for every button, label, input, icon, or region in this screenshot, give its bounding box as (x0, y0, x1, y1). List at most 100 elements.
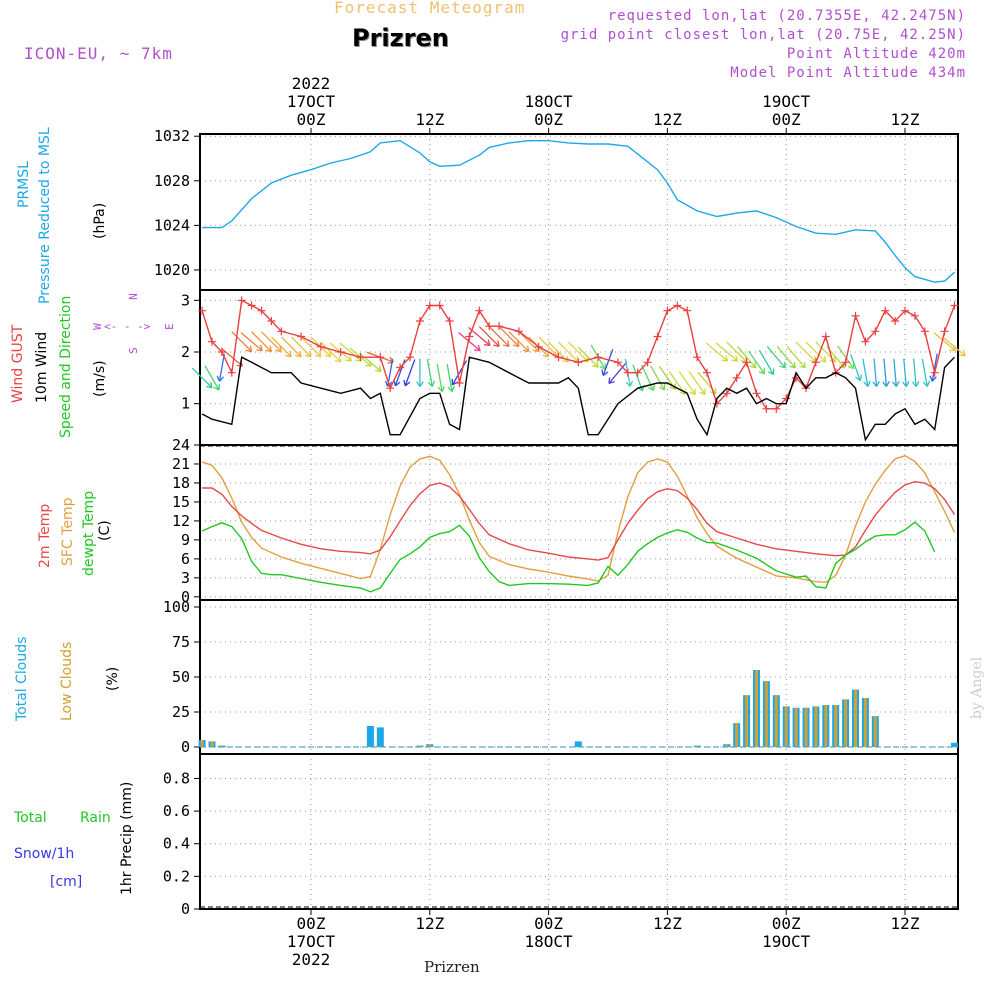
wind-arrowhead (749, 361, 757, 369)
wind-arrow (478, 326, 500, 347)
gust-line-marker (901, 306, 909, 315)
pressure-line (202, 139, 955, 283)
wind-arrow (261, 331, 282, 353)
wind-arrowhead (522, 345, 530, 353)
wind-arrow (426, 358, 433, 387)
wind-arrow (191, 367, 213, 389)
wind-arrow (608, 361, 628, 384)
gust-line-marker (227, 368, 236, 377)
model-altitude: Model Point Altitude 434m (730, 65, 966, 81)
temp2m-line (202, 480, 956, 561)
wind-arrow (688, 371, 706, 395)
wind-arrow (488, 326, 510, 347)
gust-line-marker (703, 368, 711, 377)
wind-arrowhead (295, 350, 302, 358)
gust-line-marker (940, 327, 949, 336)
wind-arrow (339, 342, 362, 362)
temp-tick-label: 6 (181, 550, 190, 568)
footer-city: Prizren (424, 958, 480, 976)
gust-line-marker (594, 353, 603, 362)
wind-arrow (903, 358, 907, 387)
gust-line-marker (891, 317, 900, 325)
gust-line-marker (683, 306, 692, 315)
precip-label-snow: Snow/1h (14, 846, 75, 862)
wind-arrowhead (679, 388, 686, 396)
wind-arrow (862, 358, 869, 387)
wind10m-line (201, 356, 956, 442)
wind-arrowhead (819, 355, 827, 363)
precip-tick-label: 0.8 (163, 769, 190, 787)
wind-arrow (715, 342, 738, 362)
gust-line-marker (752, 389, 761, 398)
wind-arrow (251, 331, 272, 353)
wind-arrowhead (689, 388, 696, 396)
gust-line-marker (554, 353, 563, 362)
low-clouds-bar (735, 723, 739, 747)
clouds-tick-label: 25 (172, 703, 190, 721)
temp-tick-label: 24 (172, 436, 190, 454)
wind-arrowhead (767, 368, 775, 376)
gust-line-marker (455, 379, 464, 387)
precip-label-total: Total (14, 810, 47, 826)
wind-arrowhead (892, 380, 900, 388)
low-clouds-bar (695, 745, 699, 747)
gust-line-marker (732, 373, 741, 382)
gust-line-marker (425, 301, 434, 310)
wind-arrowhead (592, 361, 599, 368)
gust-line-marker (861, 337, 870, 346)
gust-line-marker (881, 306, 890, 315)
gust-line-marker (445, 317, 454, 325)
low-clouds-bar (824, 705, 828, 747)
top-time-label: 12Z (890, 110, 920, 129)
bottom-time-label: 00Z (771, 914, 801, 933)
grid-coords: grid point closest lon,lat (20.75E, 42.2… (560, 27, 966, 43)
gust-line-marker (633, 368, 642, 377)
low-clouds-bar (873, 716, 877, 747)
low-clouds-bar (428, 744, 432, 747)
gust-line-marker (950, 301, 959, 310)
wind-arrow (933, 332, 956, 352)
wind-arrowhead (601, 369, 609, 377)
gust-line-marker (415, 317, 424, 325)
temp-panel-frame (199, 444, 959, 601)
wind-arrowhead (789, 361, 796, 369)
wind-arrowhead (314, 350, 322, 358)
clouds-tick-label: 75 (172, 633, 190, 651)
low-clouds-bar (774, 695, 778, 747)
wind-arrow (632, 364, 644, 392)
precip-tick-label: 0.2 (163, 867, 190, 885)
wind-arrowhead (648, 384, 655, 392)
wind-arrowhead (503, 340, 510, 348)
wind-arrowhead (512, 340, 520, 348)
wind-arrow (436, 363, 443, 392)
wind-arrowhead (625, 380, 634, 387)
gust-line-marker (762, 404, 771, 413)
wind-arrowhead (447, 385, 455, 393)
low-clouds-bar (854, 689, 857, 747)
clouds-tick-label: 50 (172, 668, 190, 686)
wind-arrow (240, 332, 263, 352)
gust-line-marker (247, 301, 256, 310)
gust-line-marker (673, 301, 682, 310)
sfc-temp-line (201, 455, 956, 584)
gust-line-marker (653, 332, 662, 341)
wind-arrowhead (483, 339, 491, 347)
wind-arrow (776, 346, 796, 369)
wind-arrowhead (959, 349, 966, 357)
wind-arrow (446, 363, 453, 392)
wind-arrow (850, 354, 861, 381)
wind-arrowhead (855, 374, 863, 382)
top-time-label: 00Z (534, 110, 564, 129)
gust-line-marker (663, 306, 672, 315)
wind-arrow (300, 336, 322, 358)
wind-arrowhead (847, 362, 855, 370)
wind-arrowhead (375, 365, 382, 372)
bottom-time-label: 00Z (534, 914, 564, 933)
wind-arrow (726, 341, 748, 363)
low-clouds-bar (844, 699, 848, 747)
total-clouds-bar (376, 727, 384, 747)
total-clouds-bar (951, 742, 958, 747)
wind-arrow (805, 341, 827, 363)
compass-arms: <- - -> (104, 320, 151, 333)
